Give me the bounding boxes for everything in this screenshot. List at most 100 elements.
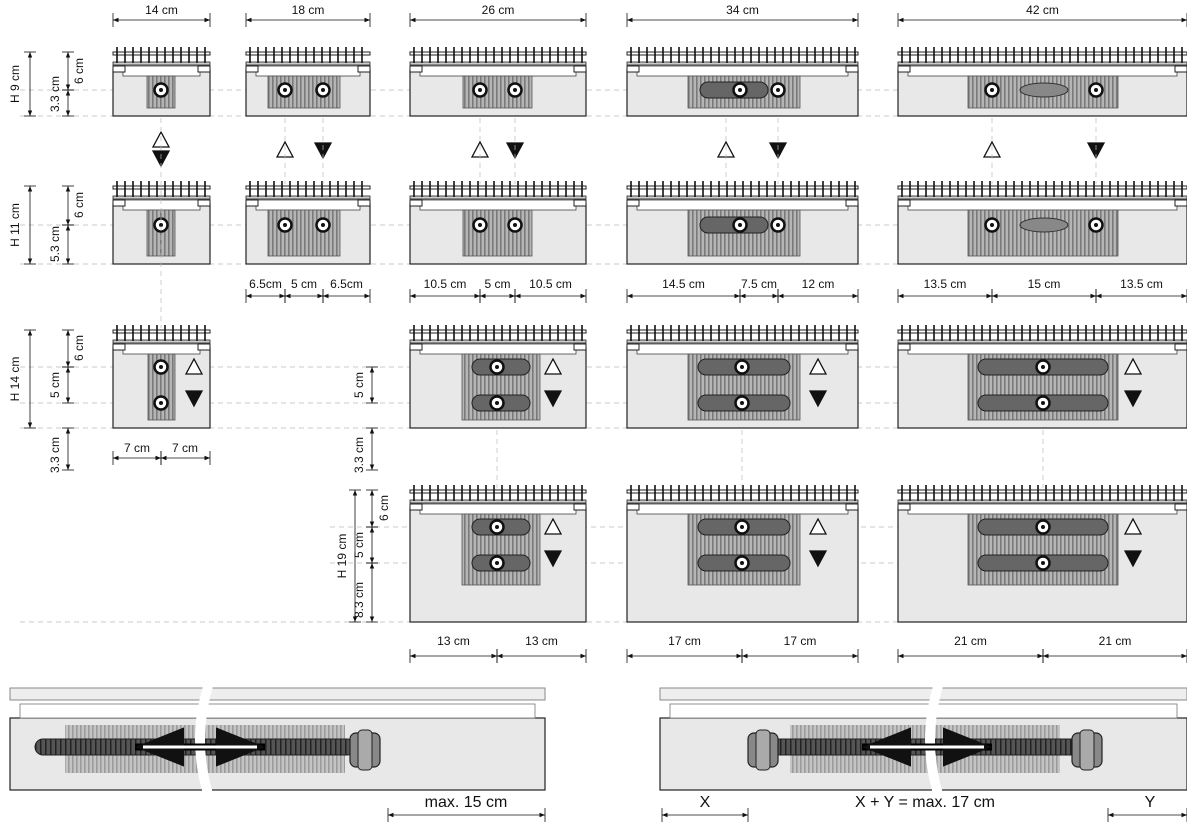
dimension-label: 5 cm — [352, 532, 366, 558]
pipe-core — [740, 525, 744, 529]
return-triangle — [808, 550, 828, 568]
grille-base — [897, 61, 1187, 66]
bracket — [357, 199, 371, 207]
bracket — [845, 199, 859, 207]
dimension-label: 6 cm — [72, 192, 86, 218]
bracket — [357, 65, 371, 73]
bracket — [626, 503, 640, 511]
grille-rail — [245, 185, 371, 190]
bracket — [897, 199, 911, 207]
dimension-label: 13 cm — [437, 634, 470, 648]
channel — [122, 65, 201, 77]
dimension-label: 7 cm — [124, 441, 150, 455]
dimension-label: Y — [1145, 794, 1156, 811]
dimension-label: 14 cm — [145, 3, 178, 17]
nut-face — [357, 729, 373, 771]
bracket — [573, 199, 587, 207]
bracket — [573, 343, 587, 351]
grille-rail — [112, 51, 211, 56]
channel — [636, 343, 849, 355]
bracket — [409, 503, 423, 511]
channel — [122, 199, 201, 211]
pipe-core — [1041, 561, 1045, 565]
channel — [907, 343, 1178, 355]
pipe-core — [513, 223, 517, 227]
dimension-label: X — [700, 794, 711, 811]
bracket — [845, 65, 859, 73]
bracket — [112, 199, 126, 207]
nut-face — [1079, 729, 1095, 771]
dimension-label: 34 cm — [726, 3, 759, 17]
pipe-core — [738, 88, 742, 92]
flow-triangle — [543, 517, 563, 535]
pipe-core — [776, 223, 780, 227]
dimension-label: max. 15 cm — [425, 794, 508, 811]
return-triangle — [543, 390, 563, 408]
bracket — [112, 343, 126, 351]
grille-base — [409, 339, 587, 344]
pipe-core — [738, 223, 742, 227]
channel — [669, 703, 1178, 719]
pipe-core — [740, 561, 744, 565]
nut-face — [755, 729, 771, 771]
grille-rail — [112, 329, 211, 334]
pipe-core — [495, 401, 499, 405]
pipe-core — [1041, 525, 1045, 529]
pipe-core — [495, 525, 499, 529]
return-triangle — [1123, 550, 1143, 568]
pipe-core — [495, 365, 499, 369]
grille-base — [112, 61, 211, 66]
pipe-core — [159, 223, 163, 227]
bracket — [112, 65, 126, 73]
pipe-core — [990, 88, 994, 92]
channel — [419, 503, 577, 515]
dimension-label: 7 cm — [172, 441, 198, 455]
bracket — [1174, 503, 1187, 511]
return-triangle — [1086, 142, 1106, 160]
dimension-label: 13 cm — [525, 634, 558, 648]
bracket — [197, 65, 211, 73]
dimension-label: 8.3 cm — [352, 582, 366, 618]
channel — [636, 199, 849, 211]
heat-exchanger — [267, 209, 341, 257]
return-triangle — [543, 550, 563, 568]
grille-base — [897, 499, 1187, 504]
bracket — [573, 65, 587, 73]
bracket — [626, 199, 640, 207]
grille-rail — [112, 185, 211, 190]
dimension-label: 6 cm — [377, 495, 391, 521]
grille-base — [409, 61, 587, 66]
bracket — [1174, 343, 1187, 351]
channel — [907, 199, 1178, 211]
grille-base — [245, 61, 371, 66]
grille-base — [897, 195, 1187, 200]
dimension-label: X + Y = max. 17 cm — [855, 794, 995, 811]
dimension-label: H 19 cm — [335, 534, 349, 579]
manifold — [1019, 217, 1069, 233]
grille-base — [409, 195, 587, 200]
return-triangle — [808, 390, 828, 408]
pipe-core — [990, 223, 994, 227]
channel — [636, 65, 849, 77]
pipe-core — [159, 365, 163, 369]
dimension-label: 5 cm — [484, 277, 510, 291]
return-triangle — [505, 142, 525, 160]
bracket — [409, 65, 423, 73]
bracket — [626, 343, 640, 351]
heat-exchanger — [462, 209, 533, 257]
dimension-label: 15 cm — [1028, 277, 1061, 291]
return-triangle — [768, 142, 788, 160]
dimension-label: H 11 cm — [8, 203, 22, 247]
dimension-label: 17 cm — [784, 634, 817, 648]
flow-triangle — [543, 357, 563, 375]
bracket — [897, 343, 911, 351]
grille-rail — [897, 185, 1187, 190]
dimension-label: 5 cm — [291, 277, 317, 291]
channel — [419, 65, 577, 77]
grille-base — [112, 195, 211, 200]
bracket — [245, 199, 259, 207]
dimension-label: 13.5 cm — [1120, 277, 1163, 291]
dimension-label: 6.5cm — [249, 277, 282, 291]
return-triangle — [313, 142, 333, 160]
